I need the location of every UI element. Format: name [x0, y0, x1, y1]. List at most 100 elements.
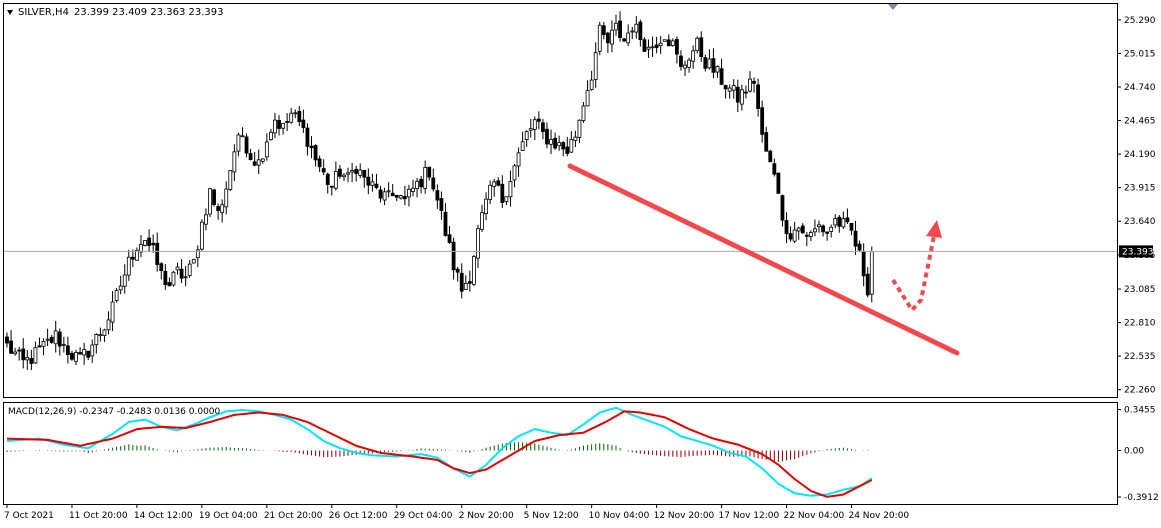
- candle-body: [90, 344, 95, 357]
- candle-body: [325, 173, 330, 185]
- candle: [528, 118, 533, 138]
- macd-signal-line: [6, 410, 873, 498]
- candle-body: [756, 84, 760, 109]
- candle-body: [390, 192, 395, 197]
- candle: [618, 11, 622, 42]
- candle: [41, 338, 46, 356]
- candle-body: [804, 234, 809, 237]
- candle-body: [853, 230, 858, 247]
- candle: [857, 240, 862, 253]
- candle: [25, 350, 30, 370]
- candle-body: [532, 119, 537, 130]
- candle-body: [837, 216, 842, 227]
- candle: [752, 77, 756, 93]
- candle: [711, 48, 716, 79]
- candle-body: [82, 349, 87, 356]
- candle-body: [358, 169, 363, 176]
- candle: [557, 135, 562, 151]
- candle: [110, 291, 115, 331]
- candle-body: [496, 180, 501, 186]
- candle: [199, 219, 204, 251]
- candle-body: [398, 195, 403, 199]
- candle-body: [374, 183, 379, 188]
- candle: [808, 230, 813, 242]
- candle-body: [167, 282, 172, 287]
- candle: [573, 130, 578, 148]
- candle: [86, 350, 91, 361]
- candle-body: [130, 256, 135, 260]
- candle: [411, 179, 415, 197]
- scroll-marker-icon[interactable]: [888, 4, 898, 10]
- candle-body: [277, 119, 281, 129]
- candle-body: [569, 138, 574, 153]
- candle-body: [760, 107, 765, 135]
- candle: [431, 168, 436, 192]
- candle: [455, 266, 460, 282]
- candle-body: [723, 85, 728, 90]
- candle: [707, 49, 712, 70]
- candle: [325, 172, 330, 194]
- candle: [788, 226, 793, 242]
- candle: [53, 320, 58, 353]
- candle-body: [431, 177, 436, 190]
- candle: [800, 223, 805, 234]
- candle: [17, 346, 22, 361]
- candle: [735, 79, 740, 113]
- triangle-down-icon[interactable]: [7, 10, 13, 15]
- price-tick-label: 25.290: [1124, 16, 1156, 26]
- candle: [565, 136, 570, 157]
- trendline[interactable]: [567, 163, 960, 356]
- candle-body: [829, 226, 834, 232]
- candle-body: [581, 105, 586, 121]
- candle-body: [342, 174, 346, 178]
- candle: [285, 113, 290, 132]
- candle: [784, 212, 789, 244]
- candle: [869, 246, 874, 303]
- candle-body: [634, 23, 639, 33]
- price-tick-label: 23.085: [1124, 285, 1156, 295]
- candle: [520, 131, 525, 151]
- candle-body: [163, 270, 168, 285]
- candle: [476, 224, 480, 268]
- candle: [90, 339, 95, 363]
- candle-body: [301, 119, 306, 128]
- candle-body: [630, 30, 635, 33]
- candle: [151, 234, 156, 253]
- candle: [601, 21, 606, 40]
- candle: [792, 221, 797, 244]
- candle: [500, 175, 505, 209]
- candle: [687, 57, 691, 73]
- candle-body: [29, 357, 34, 364]
- candle-body: [699, 37, 704, 58]
- candle: [772, 158, 777, 177]
- candle-body: [264, 141, 269, 158]
- candle: [459, 263, 464, 299]
- candle-body: [772, 163, 777, 175]
- candle: [723, 84, 728, 99]
- candle: [463, 275, 468, 290]
- candle: [845, 208, 850, 225]
- candle-body: [622, 38, 627, 42]
- candle-body: [776, 172, 781, 194]
- candle: [796, 226, 801, 240]
- candle-body: [463, 283, 468, 290]
- candle: [585, 80, 590, 107]
- candle-body: [536, 118, 541, 122]
- candle-body: [719, 68, 724, 85]
- candle: [118, 275, 123, 295]
- candle: [675, 36, 679, 64]
- candle: [398, 194, 403, 200]
- candle-body: [451, 241, 456, 271]
- candle-body: [187, 263, 192, 276]
- candle-body: [33, 347, 38, 364]
- candle: [443, 203, 448, 237]
- arrow-head-icon: [926, 220, 942, 238]
- candle: [610, 20, 614, 53]
- candle-body: [252, 161, 257, 166]
- candle: [329, 185, 334, 196]
- time-tick-label: 29 Oct 04:00: [394, 511, 453, 521]
- price-tick-label: 24.190: [1124, 150, 1156, 160]
- candle-body: [204, 214, 208, 225]
- candle: [427, 166, 432, 181]
- candle-body: [711, 58, 716, 73]
